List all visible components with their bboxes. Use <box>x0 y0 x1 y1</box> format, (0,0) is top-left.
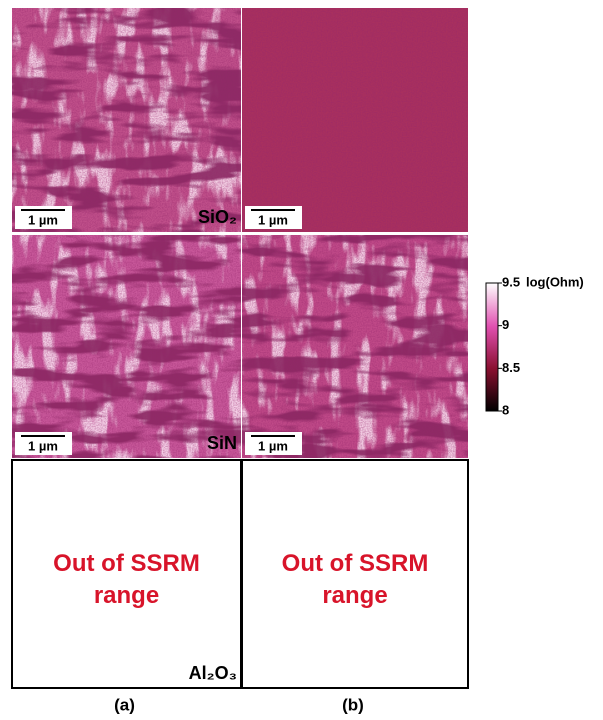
ssrm-grain <box>12 235 241 458</box>
column-label: (b) <box>342 695 364 714</box>
figure-canvas: 1 µm 1 µm SiO₂ 1 µm 1 µm SiN Al₂O₃ (a) (b) 8 8.5 9 9… <box>0 0 603 720</box>
ssrm-grain <box>12 8 241 232</box>
scale-bar-label: 1 µm <box>258 438 288 453</box>
colorbar-tick-label: 8 <box>502 402 509 417</box>
material-label: SiO₂ <box>198 207 237 227</box>
ssrm-grain <box>242 235 468 458</box>
colorbar-tick-label: 9.5 <box>502 274 520 289</box>
scale-bar-label: 1 µm <box>28 438 58 453</box>
scale-bar-label: 1 µm <box>28 212 58 227</box>
colorbar-unit: log(Ohm) <box>526 274 584 289</box>
colorbar-tick-label: 9 <box>502 317 509 332</box>
ssrm-grain <box>242 8 468 232</box>
material-label: Al₂O₃ <box>189 663 237 683</box>
colorbar <box>486 283 498 411</box>
out-of-range-message: Out of SSRM range <box>27 548 227 612</box>
material-label: SiN <box>207 433 237 453</box>
out-of-range-message: Out of SSRM range <box>255 548 455 612</box>
scale-bar-label: 1 µm <box>258 212 288 227</box>
figure: 1 µm 1 µm SiO₂ 1 µm 1 µm SiN Al₂O₃ (a) (b) 8 8.5 9 9… <box>0 0 603 720</box>
colorbar-tick-label: 8.5 <box>502 360 520 375</box>
column-label: (a) <box>114 695 135 714</box>
